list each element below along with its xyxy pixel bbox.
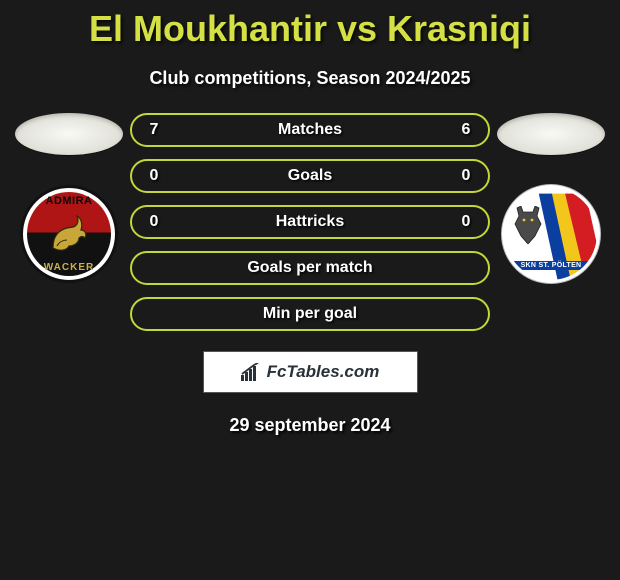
brand-text: FcTables.com xyxy=(267,362,380,382)
left-player-column: ADMIRA WACKER xyxy=(14,113,124,283)
stat-right-value: 6 xyxy=(458,121,474,139)
dragon-icon xyxy=(47,212,91,256)
left-club-badge: ADMIRA WACKER xyxy=(20,185,118,283)
stat-left-value: 7 xyxy=(146,121,162,139)
stat-row-goals: 0 Goals 0 xyxy=(130,159,490,193)
stat-left-value: 0 xyxy=(146,213,162,231)
stat-label: Goals per match xyxy=(132,259,488,277)
stat-left-value: 0 xyxy=(146,167,162,185)
comparison-layout: ADMIRA WACKER 7 Matches 6 0 Goals 0 0 Ha… xyxy=(0,113,620,331)
stat-label: Matches xyxy=(132,121,488,139)
stat-row-min-per-goal: Min per goal xyxy=(130,297,490,331)
right-badge-ribbon-text: SKN ST. PÖLTEN xyxy=(511,261,591,270)
wolf-icon xyxy=(513,206,543,244)
left-player-avatar-placeholder xyxy=(15,113,123,155)
left-badge-top-text: ADMIRA xyxy=(27,195,111,207)
page-title: El Moukhantir vs Krasniqi xyxy=(0,0,620,50)
stat-row-hattricks: 0 Hattricks 0 xyxy=(130,205,490,239)
stat-label: Min per goal xyxy=(132,305,488,323)
snapshot-date: 29 september 2024 xyxy=(0,415,620,436)
right-player-column: SKN ST. PÖLTEN xyxy=(496,113,606,283)
brand-attribution: FcTables.com xyxy=(203,351,418,393)
right-player-avatar-placeholder xyxy=(497,113,605,155)
left-badge-bottom-text: WACKER xyxy=(27,262,111,273)
season-subtitle: Club competitions, Season 2024/2025 xyxy=(0,68,620,89)
stats-column: 7 Matches 6 0 Goals 0 0 Hattricks 0 Goal… xyxy=(130,113,490,331)
stat-label: Goals xyxy=(132,167,488,185)
stat-row-goals-per-match: Goals per match xyxy=(130,251,490,285)
bar-chart-icon xyxy=(241,363,263,381)
stat-right-value: 0 xyxy=(458,167,474,185)
stat-row-matches: 7 Matches 6 xyxy=(130,113,490,147)
stat-label: Hattricks xyxy=(132,213,488,231)
right-club-badge: SKN ST. PÖLTEN xyxy=(502,185,600,283)
stat-right-value: 0 xyxy=(458,213,474,231)
